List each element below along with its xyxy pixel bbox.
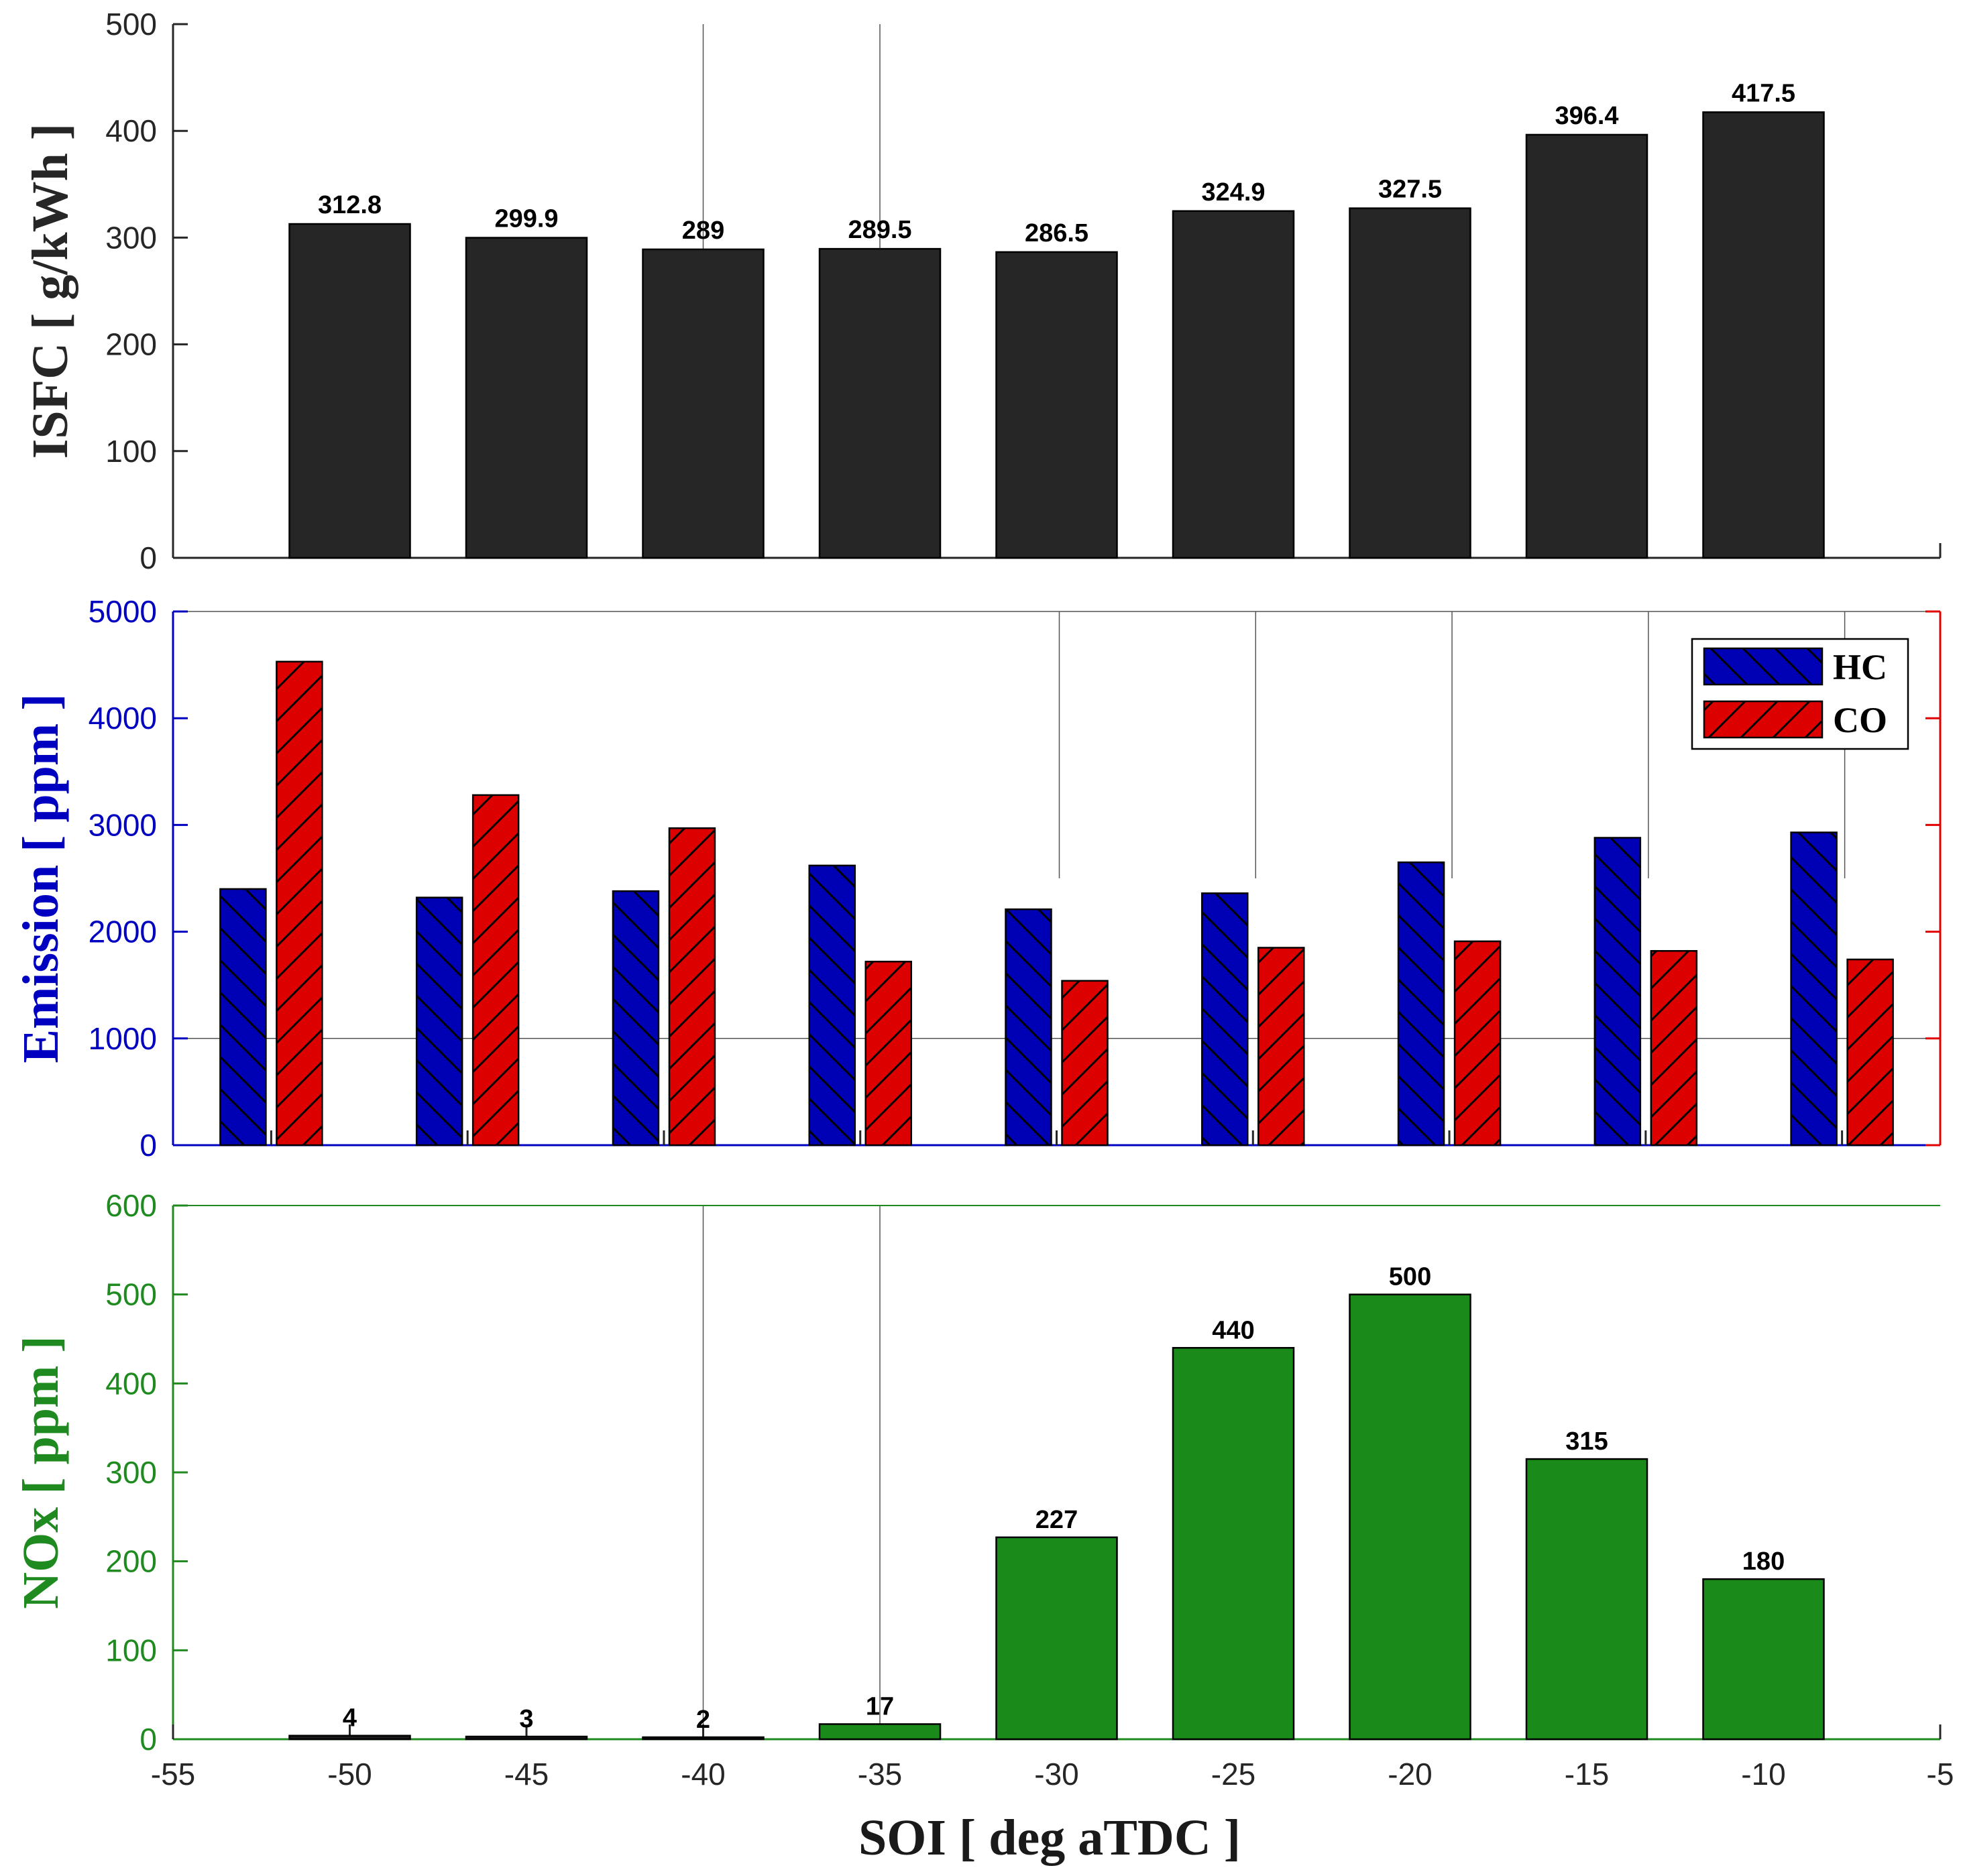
legend-hc-swatch	[1703, 647, 1824, 686]
nox-bar-5	[1172, 1347, 1295, 1741]
nox-data-label-4: 227	[1035, 1506, 1078, 1534]
emission-ytick-label-5: 5000	[89, 594, 157, 629]
nox-ytick-label-6: 600	[105, 1188, 157, 1223]
isfc-data-label-1: 299.9	[494, 205, 558, 233]
isfc-data-label-8: 417.5	[1732, 79, 1795, 107]
hc-bar-6	[1397, 861, 1445, 1147]
isfc-data-label-5: 324.9	[1201, 178, 1265, 207]
hc-bar-5	[1201, 892, 1249, 1147]
nox-bar-0	[288, 1735, 411, 1741]
co-bar-2	[668, 827, 716, 1147]
nox-data-label-0: 4	[343, 1704, 357, 1733]
nox-ytick-label-1: 100	[105, 1633, 157, 1667]
isfc-data-label-0: 312.8	[318, 191, 382, 219]
co-bar-0	[276, 660, 323, 1147]
nox-data-label-3: 17	[866, 1692, 894, 1720]
hc-bar-0	[219, 888, 267, 1147]
x-tick-label-5: -30	[1034, 1757, 1078, 1792]
nox-ytick-label-3: 300	[105, 1455, 157, 1490]
hc-bar-8	[1790, 831, 1838, 1147]
isfc-bar-3	[818, 247, 942, 559]
isfc-panel: 0 100 200 300 400 500 312.8 299.9 289 289.5 286.5 3…	[22, 7, 1942, 575]
isfc-ytick-label-3: 300	[105, 220, 157, 255]
legend-co-swatch	[1703, 700, 1824, 739]
isfc-data-label-2: 289	[682, 217, 724, 245]
isfc-bar-5	[1172, 210, 1295, 559]
isfc-ytick-label-0: 0	[139, 540, 157, 575]
isfc-data-label-3: 289.5	[848, 216, 911, 244]
nox-ytick-label-0: 0	[139, 1722, 157, 1757]
nox-ytick-label-4: 400	[105, 1366, 157, 1401]
nox-panel: 0 100 200 300 400 500 600 -55 -50 -45 -40 -35 -30 -25…	[13, 1188, 1954, 1792]
x-tick-label-3: -40	[681, 1757, 725, 1792]
isfc-data-label-6: 327.5	[1378, 176, 1442, 204]
nox-data-label-8: 180	[1742, 1547, 1785, 1576]
nox-bar-4	[995, 1536, 1118, 1741]
emission-ytick-label-2: 2000	[89, 915, 157, 949]
isfc-ytick-label-2: 200	[105, 327, 157, 362]
nox-ytick-label-2: 200	[105, 1544, 157, 1579]
nox-bar-1	[465, 1735, 588, 1741]
nox-bar-2	[642, 1736, 765, 1741]
x-tick-label-9: -10	[1741, 1757, 1785, 1792]
isfc-bar-6	[1349, 207, 1471, 559]
nox-data-label-2: 2	[696, 1706, 710, 1734]
co-bar-8	[1846, 958, 1894, 1147]
legend-co-label: CO	[1833, 700, 1887, 740]
nox-data-label-1: 3	[519, 1705, 533, 1733]
isfc-ytick-label-1: 100	[105, 434, 157, 469]
nox-bar-8	[1702, 1578, 1825, 1741]
isfc-bar-0	[288, 223, 411, 559]
nox-bar-6	[1349, 1293, 1471, 1741]
co-bar-4	[1061, 980, 1109, 1147]
isfc-data-label-4: 286.5	[1025, 219, 1088, 247]
isfc-bar-4	[995, 251, 1118, 559]
isfc-ytick-label-4: 400	[105, 113, 157, 148]
hc-bar-4	[1005, 908, 1052, 1147]
x-tick-label-0: -55	[151, 1757, 195, 1792]
x-axis-title: SOI [ deg aTDC ]	[858, 1810, 1241, 1866]
emission-ytick-label-4: 4000	[89, 701, 157, 736]
x-tick-label-6: -25	[1211, 1757, 1255, 1792]
co-bar-6	[1453, 940, 1502, 1147]
co-bar-1	[471, 794, 520, 1147]
emission-y-axis-title-main: Emission	[13, 852, 69, 1063]
emission-ytick-label-1: 1000	[89, 1021, 157, 1056]
nox-y-axis-title: NOx [ ppm ]	[13, 1336, 69, 1608]
emission-legend: HC CO	[1691, 638, 1909, 750]
x-tick-label-10: -5	[1927, 1757, 1954, 1792]
x-tick-label-8: -15	[1565, 1757, 1609, 1792]
isfc-ytick-label-5: 500	[105, 7, 157, 42]
nox-bar-7	[1525, 1458, 1648, 1741]
nox-data-label-7: 315	[1565, 1427, 1608, 1456]
nox-ytick-label-5: 500	[105, 1277, 157, 1312]
isfc-bar-2	[642, 248, 765, 559]
emission-ytick-label-0: 0	[139, 1128, 157, 1163]
x-tick-label-4: -35	[858, 1757, 902, 1792]
co-bar-3	[864, 960, 912, 1147]
hc-bar-2	[612, 890, 660, 1147]
isfc-y-axis-title: ISFC [ g/kWh ]	[22, 123, 78, 459]
emission-ytick-label-3: 3000	[89, 807, 157, 842]
emission-panel: 0 1000 2000 3000 4000 5000 HC CO Emission [ ppm …	[13, 594, 1942, 1163]
isfc-bar-1	[465, 237, 588, 559]
hc-bar-3	[808, 864, 856, 1147]
hc-bar-1	[415, 896, 463, 1147]
emission-y-axis-title: Emission [ ppm ]	[13, 693, 69, 1063]
x-tick-label-2: -45	[504, 1757, 549, 1792]
emission-y-axis-title-unit: [ ppm ]	[13, 693, 69, 852]
isfc-data-label-7: 396.4	[1555, 102, 1618, 130]
nox-bar-3	[818, 1723, 942, 1741]
x-tick-label-7: -20	[1388, 1757, 1432, 1792]
legend-hc-label: HC	[1833, 647, 1887, 687]
nox-data-label-5: 440	[1212, 1316, 1254, 1344]
x-tick-label-1: -50	[327, 1757, 372, 1792]
hc-bar-7	[1593, 837, 1642, 1147]
nox-data-label-6: 500	[1389, 1263, 1431, 1291]
isfc-bar-8	[1702, 111, 1825, 559]
co-bar-7	[1650, 950, 1698, 1147]
co-bar-5	[1257, 947, 1305, 1147]
isfc-bar-7	[1525, 133, 1648, 559]
